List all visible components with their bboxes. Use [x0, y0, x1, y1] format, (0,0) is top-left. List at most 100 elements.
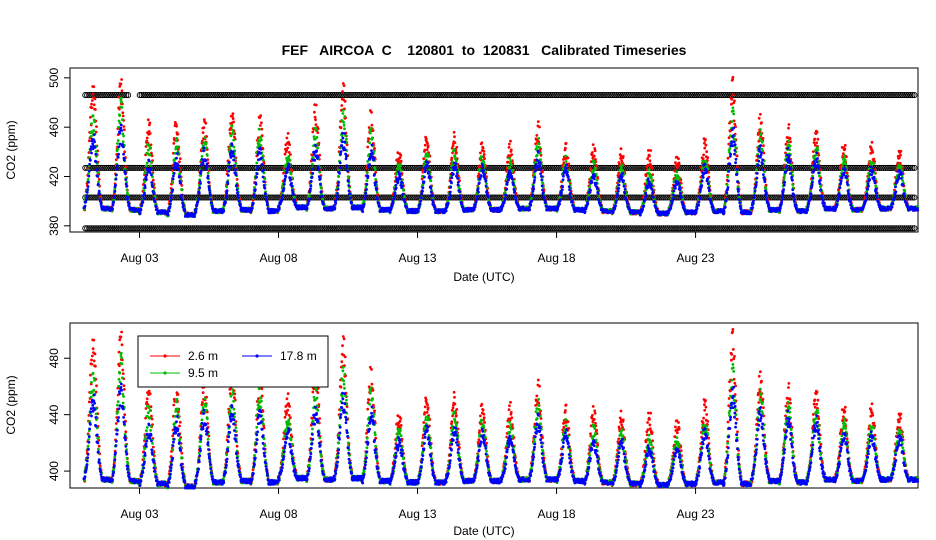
data-point	[453, 135, 456, 139]
calibration-point	[494, 92, 501, 99]
calibration-point	[817, 225, 825, 232]
data-point	[593, 149, 597, 153]
calibration-point	[701, 194, 708, 201]
calibration-point	[886, 225, 893, 232]
calibration-point	[444, 92, 451, 99]
calibration-point	[436, 164, 443, 171]
calibration-point	[128, 164, 136, 171]
calibration-point	[234, 92, 241, 99]
data-point	[288, 143, 291, 147]
calibration-point	[827, 194, 834, 201]
calibration-point	[107, 92, 114, 99]
calibration-point	[187, 164, 194, 171]
calibration-point	[524, 194, 531, 201]
calibration-point	[576, 92, 583, 99]
calibration-point	[613, 225, 620, 232]
calibration-point	[282, 225, 289, 232]
calibration-point	[162, 225, 169, 232]
calibration-point	[843, 225, 850, 232]
calibration-point	[594, 92, 601, 99]
calibration-point	[775, 164, 782, 171]
calibration-point	[138, 92, 145, 99]
calibration-point	[189, 164, 196, 171]
calibration-point	[584, 225, 591, 232]
calibration-point	[420, 92, 427, 99]
calibration-point	[405, 92, 412, 99]
calibration-point	[130, 194, 137, 201]
data-point	[455, 151, 458, 155]
calibration-point	[473, 92, 480, 99]
data-point	[175, 124, 178, 128]
calibration-point	[175, 225, 182, 232]
calibration-point	[407, 164, 414, 171]
calibration-point	[572, 164, 579, 171]
data-point	[621, 155, 625, 158]
calibration-point	[590, 194, 597, 201]
calibration-point	[222, 225, 229, 232]
calibration-point	[634, 164, 642, 171]
calibration-point	[531, 225, 538, 232]
calibration-point	[518, 225, 525, 232]
calibration-point	[348, 225, 355, 232]
data-point	[95, 125, 98, 128]
top-plot-frame	[69, 67, 919, 233]
calibration-point	[740, 225, 747, 232]
calibration-point	[568, 92, 575, 99]
calibration-point	[525, 92, 533, 99]
calibration-point	[350, 164, 357, 171]
calibration-point	[436, 92, 443, 99]
calibration-point	[868, 225, 875, 232]
calibration-point	[679, 164, 686, 171]
calibration-point	[642, 164, 649, 171]
calibration-point	[599, 164, 607, 171]
calibration-point	[385, 92, 392, 99]
calibration-point	[325, 164, 332, 171]
calibration-point	[111, 92, 118, 99]
calibration-point	[101, 164, 108, 171]
data-point	[288, 158, 291, 162]
calibration-point	[455, 92, 463, 99]
calibration-point	[214, 194, 221, 201]
calibration-point	[849, 225, 856, 232]
calibration-point	[183, 164, 190, 171]
calibration-point	[858, 164, 865, 171]
calibration-point	[878, 225, 885, 232]
calibration-point	[477, 92, 484, 99]
calibration-point	[590, 92, 597, 99]
data-point	[122, 134, 125, 138]
calibration-point	[771, 225, 778, 232]
calibration-point	[183, 225, 190, 232]
calibration-point	[901, 225, 908, 232]
calibration-point	[298, 164, 305, 171]
calibration-point	[269, 225, 276, 232]
data-point	[564, 146, 567, 150]
calibration-point	[165, 225, 173, 232]
calibration-point	[609, 92, 616, 99]
calibration-point	[506, 194, 513, 201]
calibration-point	[512, 92, 519, 99]
calibration-point	[193, 92, 200, 99]
calibration-point	[91, 164, 99, 171]
calibration-point	[446, 92, 453, 99]
calibration-point	[344, 225, 352, 232]
calibration-point	[841, 225, 848, 232]
calibration-point	[319, 92, 326, 99]
calibration-point	[202, 92, 210, 99]
calibration-point	[856, 194, 863, 201]
calibration-point	[514, 225, 521, 232]
calibration-point	[895, 194, 902, 201]
calibration-point	[681, 164, 688, 171]
calibration-point	[343, 194, 350, 201]
calibration-point	[325, 92, 332, 99]
calibration-point	[537, 92, 544, 99]
calibration-point	[825, 164, 832, 171]
calibration-point	[909, 225, 916, 232]
data-point	[481, 146, 485, 150]
calibration-point	[687, 194, 694, 201]
calibration-point	[646, 92, 653, 99]
data-point	[704, 138, 707, 141]
calibration-point	[605, 164, 612, 171]
calibration-point	[374, 92, 381, 99]
calibration-point	[640, 225, 647, 232]
calibration-point	[459, 225, 466, 232]
